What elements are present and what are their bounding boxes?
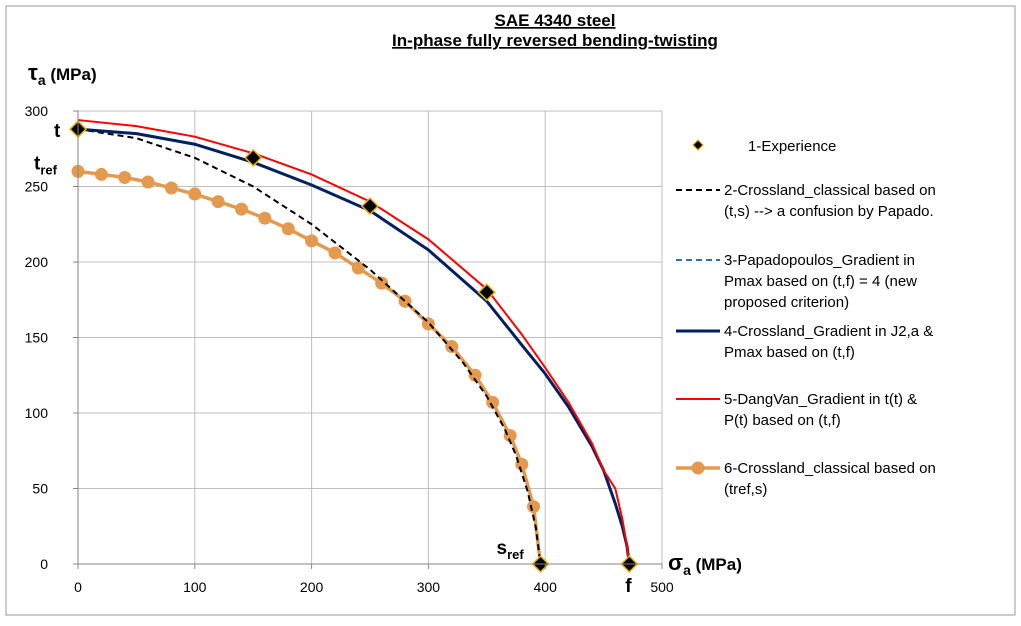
legend-entry-1-swatch [692, 139, 704, 151]
annotation-t: t [54, 121, 61, 142]
annotation-sref: sref [497, 538, 525, 562]
series-6-point [118, 170, 132, 184]
series-1-point [360, 197, 380, 216]
series-6-point [527, 500, 541, 514]
x-tick-label-0: 0 [74, 579, 82, 595]
series-2-line [77, 128, 542, 565]
series-6-point [351, 261, 365, 275]
series-6-point [235, 202, 249, 216]
series-4-line [77, 127, 631, 565]
y-tick-label-50: 50 [32, 481, 48, 497]
series-6-point [281, 222, 295, 236]
legend-entry-1-label: 1-Experience [748, 138, 836, 155]
y-tick-label-150: 150 [25, 330, 49, 346]
series-1-point [244, 148, 263, 167]
legend: 1-Experience 2-Crossland_classical based … [676, 138, 936, 498]
series-6-point [211, 195, 225, 209]
x-tick-label-400: 400 [534, 579, 558, 595]
annotation-f: f [625, 576, 632, 597]
series-6-point [188, 187, 202, 201]
series-6-point [141, 175, 155, 189]
series-6-point [305, 234, 319, 248]
series-6-point [468, 368, 482, 382]
y-tick-label-200: 200 [25, 254, 49, 270]
series-6-point [258, 211, 272, 225]
series-6-point [486, 395, 500, 409]
x-tick-label-500: 500 [650, 579, 674, 595]
y-tick-label-0: 0 [40, 556, 48, 572]
chart-title-line-2: In-phase fully reversed bending-twisting [392, 31, 718, 50]
x-tick-label-300: 300 [417, 579, 441, 595]
legend-entry-2-label: 2-Crossland_classical based on (t,s) --> … [724, 182, 936, 220]
x-tick-label-100: 100 [183, 579, 207, 595]
legend-entry-6-swatch-marker [691, 461, 705, 475]
series-6-point [164, 181, 178, 195]
y-tick-label-100: 100 [25, 405, 49, 421]
annotations: t tref sref f [34, 121, 632, 597]
series-layer [68, 119, 639, 574]
annotation-tref: tref [34, 153, 58, 177]
series-1-point [477, 283, 496, 302]
series-6-point [375, 276, 389, 290]
y-axis-title: τa (MPa) [28, 60, 97, 88]
chart-title-line-1: SAE 4340 steel [495, 11, 616, 30]
series-6-point [445, 340, 459, 354]
axes: 0 100 200 300 400 500 0 50 100 150 200 250 300 τa (MP… [25, 60, 742, 595]
series-6-point [94, 167, 108, 181]
x-axis-title: σa (MPa) [668, 550, 742, 578]
y-tick-label-250: 250 [25, 179, 49, 195]
legend-entry-4-label: 4-Crossland_Gradient in J2,a & Pmax based… [724, 323, 933, 361]
legend-entry-3-label: 3-Papadopoulos_Gradient in Pmax based on … [724, 252, 917, 311]
chart-border [5, 5, 1016, 616]
series-5-line [77, 119, 631, 565]
x-tick-label-200: 200 [300, 579, 324, 595]
y-tick-label-300: 300 [25, 103, 49, 119]
legend-entry-5-label: 5-DangVan_Gradient in t(t) & P(t) based o… [724, 391, 917, 429]
legend-entry-6-label: 6-Crossland_classical based on (tref,s) [724, 460, 936, 498]
series-6-point [328, 246, 342, 260]
